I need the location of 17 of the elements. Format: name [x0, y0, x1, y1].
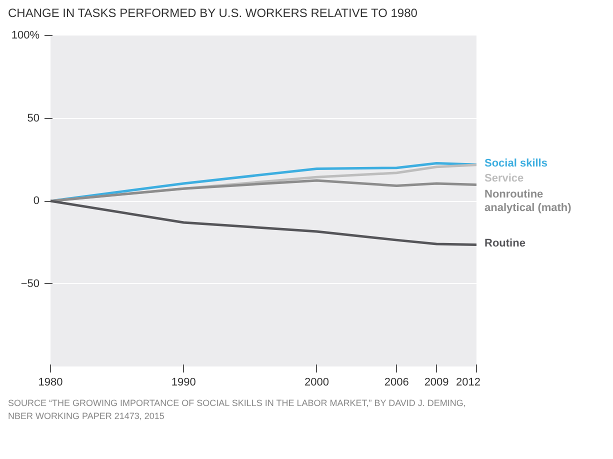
x-tick-label: 1990 [171, 376, 196, 389]
x-tick-label: 2006 [384, 376, 409, 389]
y-tick-label: 50 [27, 112, 40, 124]
series-label: Nonroutine analytical (math) [484, 188, 572, 214]
series-label: Service [484, 172, 524, 185]
y-tick-label: 100% [11, 30, 40, 42]
source-note: SOURCE “THE GROWING IMPORTANCE OF SOCIAL SKILLS IN THE LABOR MARKET,” BY DAVID J. DEMING, NBER WORKING PAPER 21473, 2015 [8, 397, 467, 423]
x-tick-label: 1980 [38, 376, 63, 389]
y-tick-label: 0 [33, 195, 40, 208]
x-tick-label: 2009 [424, 376, 449, 389]
y-tick-label: −50 [20, 278, 40, 290]
series-label: Routine [484, 238, 526, 250]
x-tick-label: 2012 [456, 376, 481, 389]
x-tick-label: 2000 [304, 376, 329, 389]
chart-title: CHANGE IN TASKS PERFORMED BY U.S. WORKERS RELATIVE TO 1980 [8, 5, 418, 22]
series-label: Social skills [484, 158, 548, 170]
line-series [50, 179, 476, 202]
